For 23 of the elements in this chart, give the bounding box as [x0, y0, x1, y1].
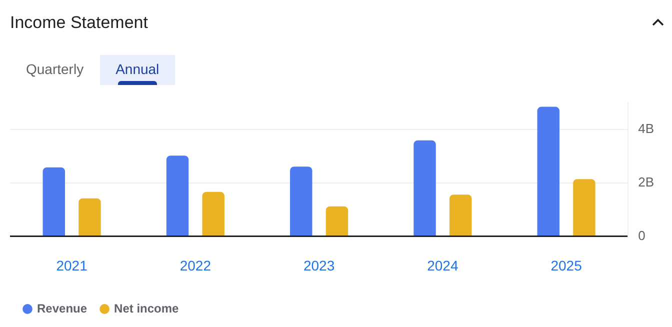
- bar: [166, 156, 189, 236]
- legend-label: Net income: [114, 301, 180, 316]
- bar: [449, 194, 472, 236]
- y-tick-label: 4B: [638, 121, 654, 136]
- x-tick-label: 2022: [180, 257, 212, 274]
- text: Annual: [100, 55, 176, 85]
- bar: [42, 167, 65, 236]
- bar: [78, 198, 101, 236]
- bar: [414, 140, 436, 236]
- bar: [573, 179, 596, 236]
- x-tick-label: 2025: [550, 257, 582, 274]
- bar: [290, 166, 312, 236]
- x-tick-label: 2023: [303, 257, 335, 274]
- text: Quarterly: [25, 60, 85, 79]
- bar: [202, 192, 224, 236]
- y-tick-label: 0: [638, 228, 646, 243]
- bar: [537, 106, 560, 236]
- bar: [326, 206, 348, 236]
- x-tick-label: 2021: [56, 257, 88, 274]
- legend-label: Revenue: [37, 301, 88, 316]
- chart-title: Income Statement: [10, 13, 148, 33]
- x-tick-label: 2024: [427, 257, 458, 274]
- y-tick-label: 2B: [638, 174, 654, 190]
